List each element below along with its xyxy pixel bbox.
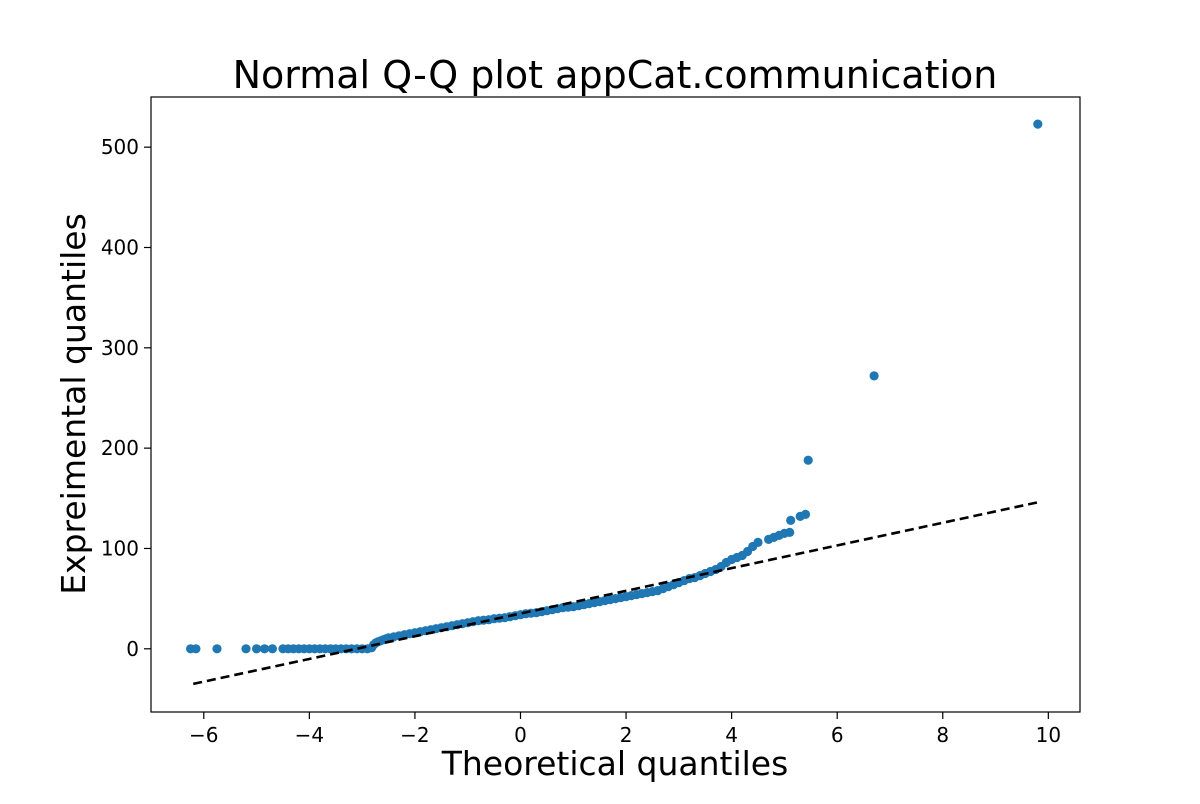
x-tick-label: −4 [295,723,324,747]
data-point [252,644,262,654]
x-tick-label: −2 [400,723,429,747]
data-point [800,509,811,519]
x-tick-label: 2 [620,723,633,747]
data-point [803,455,813,465]
data-point [785,527,795,538]
y-tick-label: 200 [101,436,139,460]
data-point [241,644,251,654]
plot-frame [150,96,1081,713]
y-tick-label: 400 [101,235,139,259]
data-point [753,537,763,548]
data-point [1033,119,1043,129]
x-tick-label: 8 [936,723,949,747]
x-tick-label: 0 [514,723,527,747]
x-axis: −6 −4 −2 0 2 4 6 8 10 [189,712,1061,747]
x-axis-label: Theoretical quantiles [441,744,789,783]
data-point [869,371,879,381]
y-tick-label: 100 [101,536,139,560]
x-tick-label: 4 [725,723,738,747]
y-tick-label: 500 [101,135,139,159]
y-tick-label: 0 [126,637,139,661]
x-tick-label: 6 [831,723,844,747]
data-point [259,644,270,654]
y-axis: 0 100 200 300 400 500 [101,135,151,661]
y-axis-label: Expreimental quantiles [54,213,93,595]
reference-line [192,501,1039,686]
y-tick-label: 300 [101,336,139,360]
x-tick-label: −6 [189,723,218,747]
data-point [191,644,201,654]
data-point [786,515,796,526]
data-point [267,644,277,654]
x-tick-label: 10 [1036,723,1061,747]
data-point [212,644,222,654]
plot-area [186,119,1043,686]
chart-title: Normal Q-Q plot appCat.communication [233,53,998,97]
